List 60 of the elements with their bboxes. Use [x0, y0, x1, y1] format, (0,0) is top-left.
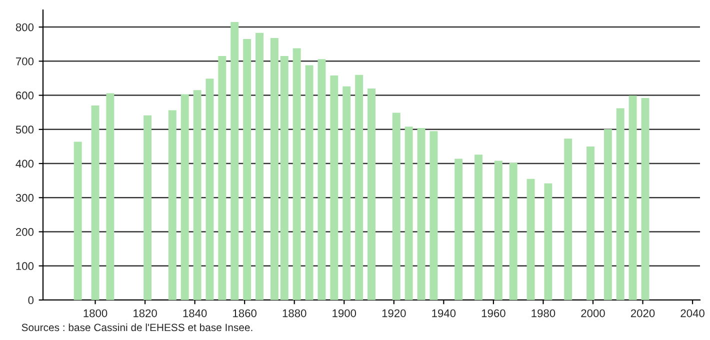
bar — [526, 178, 535, 300]
x-tick-label: 1840 — [183, 309, 207, 318]
bar — [474, 154, 482, 300]
bar — [417, 128, 426, 300]
x-tick-label: 1900 — [332, 309, 356, 318]
bar — [404, 126, 413, 300]
x-tick-label: 1960 — [482, 309, 506, 318]
bar — [218, 56, 226, 300]
bar — [305, 65, 314, 300]
bar — [392, 112, 400, 300]
bar — [74, 142, 82, 300]
bar — [193, 90, 202, 300]
bar — [270, 38, 278, 300]
bar — [206, 78, 214, 300]
bar — [256, 32, 264, 300]
bar — [355, 74, 364, 300]
y-tick-label: 200 — [16, 228, 34, 236]
bar — [616, 108, 624, 300]
x-tick-label: 1860 — [233, 309, 257, 318]
x-tick-label: 2020 — [630, 309, 655, 318]
x-tick-label: 1940 — [432, 309, 456, 318]
bar — [106, 93, 114, 300]
bar — [604, 129, 612, 300]
y-tick-label: 0 — [28, 296, 34, 304]
x-tick-label: 1800 — [84, 309, 108, 318]
y-tick-label: 700 — [16, 57, 34, 66]
x-tick-label: 2000 — [581, 309, 605, 318]
x-tick-label: 1820 — [134, 309, 157, 318]
y-tick-label: 300 — [16, 194, 34, 202]
bar — [318, 59, 326, 300]
bar — [144, 115, 152, 300]
bar — [330, 76, 338, 300]
y-tick-label: 800 — [16, 23, 34, 32]
source-note: Sources : base Cassini de l'EHESS et base Insee. — [22, 323, 252, 332]
bar — [230, 22, 239, 300]
x-tick-label: 1880 — [282, 309, 306, 318]
bar — [544, 183, 552, 300]
bar — [628, 96, 637, 300]
y-tick-label: 600 — [16, 92, 34, 100]
bar — [494, 160, 502, 300]
y-tick-label: 400 — [16, 160, 34, 168]
bar — [430, 131, 438, 300]
bar — [280, 56, 288, 300]
bar — [342, 86, 351, 300]
x-tick-label: 1920 — [382, 309, 406, 318]
bar — [91, 106, 100, 300]
bar — [243, 39, 252, 300]
y-tick-label: 100 — [16, 262, 34, 270]
x-tick-label: 1980 — [532, 309, 556, 318]
x-tick-label: 2040 — [680, 309, 704, 318]
bar — [368, 88, 376, 300]
y-tick-label: 500 — [16, 126, 34, 134]
bar — [180, 94, 189, 300]
bar — [509, 162, 518, 300]
bar — [641, 98, 650, 300]
bar — [564, 138, 572, 300]
bar — [454, 158, 463, 300]
bar — [292, 48, 301, 300]
bar — [168, 110, 176, 300]
bar — [586, 146, 594, 300]
